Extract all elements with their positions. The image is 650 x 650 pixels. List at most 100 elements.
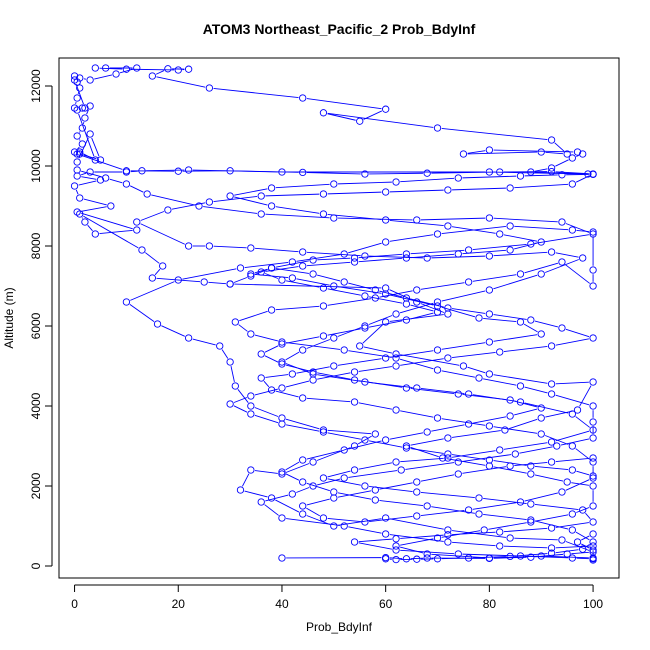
series-segment (493, 149, 574, 153)
series-segment (451, 308, 486, 314)
series-segment (571, 551, 589, 555)
series-segment (524, 386, 548, 394)
data-point (78, 140, 86, 148)
series-segment (575, 531, 590, 541)
data-point (319, 426, 328, 434)
y-tick-label: 10000 (29, 149, 43, 183)
series-segment (575, 416, 591, 428)
data-point (537, 238, 545, 246)
series-segment (514, 242, 538, 250)
data-point (506, 222, 514, 230)
data-point (371, 430, 379, 438)
series-segment (255, 247, 299, 253)
series-segment (524, 492, 558, 502)
series-segment (451, 530, 507, 538)
data-point (392, 542, 400, 550)
data-point (527, 516, 535, 524)
data-point (516, 498, 525, 506)
data-point (485, 422, 494, 430)
data-point (102, 174, 110, 182)
data-point (475, 510, 483, 518)
data-point (464, 554, 473, 562)
data-point (340, 250, 348, 258)
data-point (267, 264, 276, 272)
series-segment (368, 315, 393, 325)
data-point (392, 354, 400, 362)
data-point (231, 318, 239, 326)
data-point (444, 526, 452, 534)
series-segment (400, 534, 444, 539)
series-segment (306, 498, 330, 506)
series-segment (441, 557, 465, 560)
data-point (299, 456, 307, 464)
series-segment (234, 170, 299, 173)
data-point (558, 488, 566, 496)
series-segment (327, 213, 382, 221)
series-segment (233, 277, 248, 283)
series-segment (213, 196, 258, 202)
series-segment (316, 447, 351, 461)
data-point (433, 414, 442, 422)
data-point (299, 248, 307, 256)
data-point (73, 106, 81, 114)
data-point (361, 322, 369, 330)
series-segment (441, 370, 475, 378)
data-point (392, 555, 400, 564)
data-point (73, 158, 81, 166)
series-segment (306, 261, 351, 267)
data-point (361, 292, 369, 300)
series-segment (493, 426, 538, 434)
series-segment (514, 225, 569, 231)
series-segment (79, 139, 81, 141)
series-segment (317, 374, 361, 382)
x-tick-label: 100 (583, 597, 603, 611)
data-point (226, 280, 234, 288)
series-segment (534, 168, 548, 172)
data-point (91, 230, 99, 238)
series-segment (441, 418, 486, 426)
series-segment (154, 268, 161, 276)
series-segment (368, 440, 403, 448)
series-segment (265, 213, 330, 219)
series-segment (575, 175, 590, 183)
data-point (267, 494, 276, 502)
data-point (70, 182, 79, 190)
data-point (382, 436, 390, 444)
data-point (589, 170, 597, 179)
data-point (579, 545, 587, 553)
series-segment (285, 418, 320, 430)
data-point (402, 444, 411, 452)
data-point (133, 218, 141, 226)
series-segment (544, 435, 569, 445)
data-point (330, 334, 338, 342)
data-point (382, 354, 390, 362)
series-segment (156, 277, 201, 283)
data-point (76, 150, 84, 158)
data-point (330, 362, 338, 370)
chart-title: ATOM3 Northeast_Pacific_2 Prob_BdyInf (203, 21, 476, 37)
series-segment (275, 260, 310, 268)
series-segment (75, 83, 84, 105)
series-segment (264, 504, 279, 516)
data-point (330, 488, 338, 496)
series-segment (446, 458, 486, 466)
data-point (527, 553, 535, 561)
x-tick-label: 60 (379, 597, 393, 611)
series-segment (555, 394, 590, 406)
series-segment (363, 110, 383, 120)
series-segment (472, 556, 506, 559)
series-segment (514, 183, 569, 189)
series-segment (389, 557, 403, 560)
data-point (299, 510, 307, 518)
data-point (558, 218, 566, 226)
series-segment (358, 380, 403, 388)
series-segment (265, 193, 320, 197)
data-point (278, 554, 286, 562)
x-tick-label: 20 (172, 597, 186, 611)
series-segment (337, 492, 372, 500)
data-point (247, 392, 255, 400)
data-point (454, 458, 462, 466)
series-segment (405, 462, 455, 470)
series-segment (452, 541, 496, 547)
series-segment (565, 264, 591, 284)
